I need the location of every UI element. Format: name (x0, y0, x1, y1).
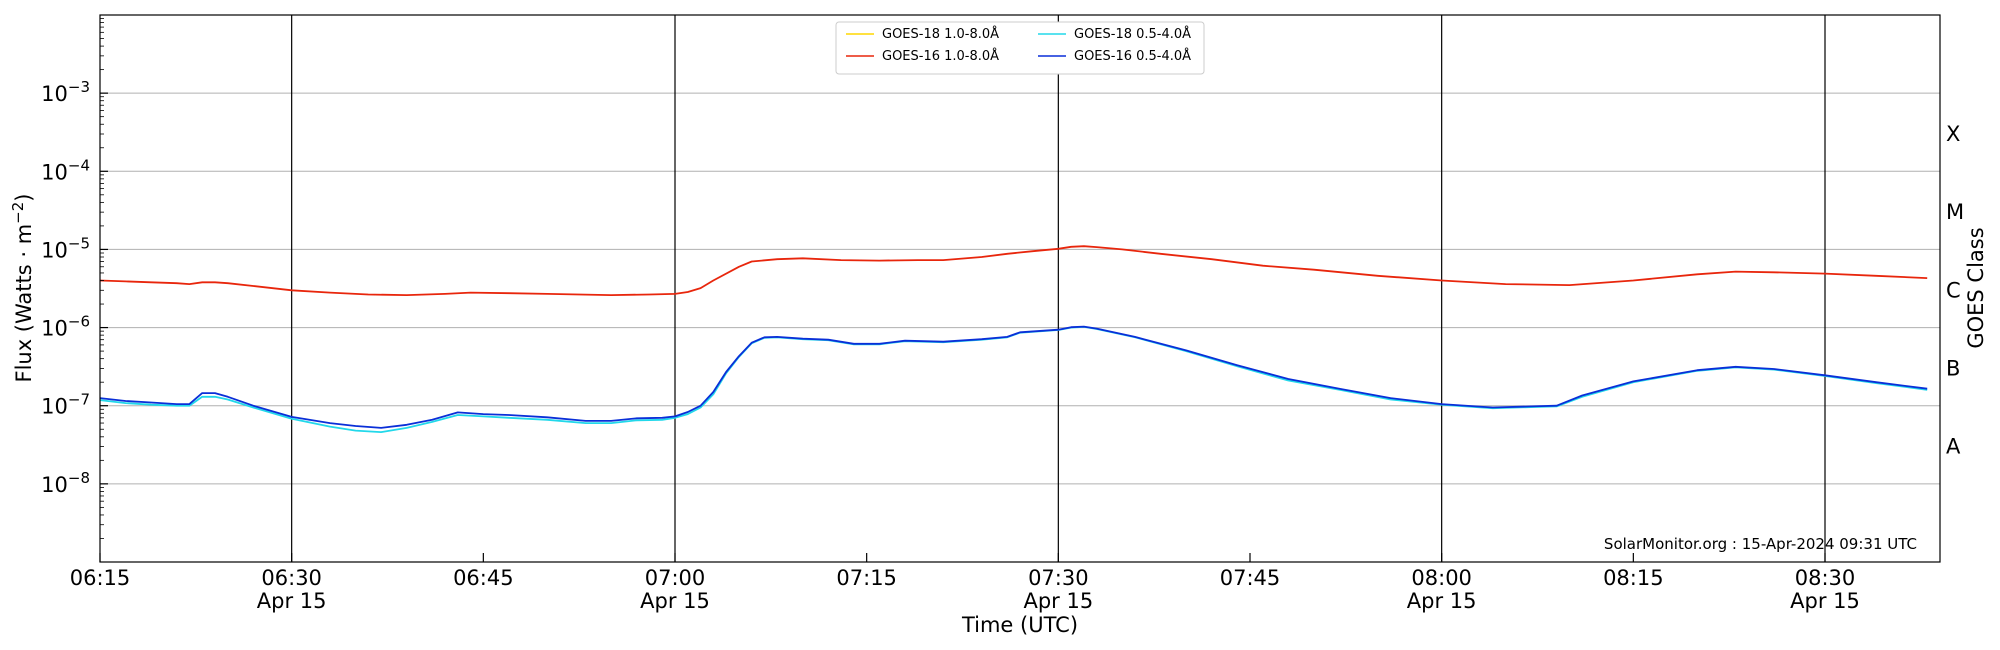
y-tick-label: 10−4 (41, 156, 90, 184)
y-axis-label: Flux (Watts · m−2) (9, 193, 36, 382)
y-axis-ticks: 10−8 10−7 10−6 10−5 10−4 10−3 (41, 18, 108, 539)
vertical-day-lines (291, 15, 1826, 562)
legend: GOES-18 1.0-8.0Å GOES-16 1.0-8.0Å GOES-18 … (835, 21, 1205, 75)
grid-layer (100, 92, 1940, 485)
y-tick-label: 10−6 (41, 313, 90, 341)
x-tick-label: 08:00 (1411, 566, 1472, 590)
x-tick-label: 07:30 (1028, 566, 1089, 590)
goes-class-label: B (1946, 356, 1960, 380)
x-tick-date-label: Apr 15 (1023, 589, 1093, 613)
x-tick-date-label: Apr 15 (1407, 589, 1477, 613)
goes-class-label: X (1946, 122, 1960, 146)
series-line (99, 245, 1928, 296)
goes-class-labels: A B C M X (1946, 122, 1964, 459)
goes-class-axis-label: GOES Class (1964, 227, 1988, 348)
x-tick-label: 07:45 (1220, 566, 1281, 590)
y-tick-label: 10−3 (41, 78, 90, 106)
legend-box (835, 21, 1205, 75)
x-tick-label: 07:15 (836, 566, 897, 590)
goes-class-label: A (1946, 435, 1961, 459)
x-tick-label: 06:30 (261, 566, 322, 590)
y-tick-label: 10−8 (41, 469, 90, 497)
y-tick-label: 10−5 (41, 234, 90, 262)
credit-text: SolarMonitor.org : 15-Apr-2024 09:31 UTC (1604, 535, 1917, 553)
series-line (99, 325, 1928, 429)
x-tick-date-label: Apr 15 (257, 589, 327, 613)
y-tick-label: 10−7 (41, 391, 90, 419)
x-tick-label: 07:00 (645, 566, 706, 590)
legend-label: GOES-18 1.0-8.0Å (882, 26, 999, 42)
x-tick-label: 08:30 (1795, 566, 1856, 590)
x-tick-date-label: Apr 15 (1790, 589, 1860, 613)
x-axis-label: Time (UTC) (961, 613, 1078, 637)
goes-class-label: M (1946, 200, 1964, 224)
x-tick-label: 08:15 (1603, 566, 1664, 590)
x-tick-date-label: Apr 15 (640, 589, 710, 613)
series-layer (99, 245, 1928, 433)
legend-label: GOES-16 1.0-8.0Å (882, 48, 999, 64)
plot-frame (99, 14, 1941, 563)
x-tick-label: 06:15 (70, 566, 131, 590)
x-tick-label: 06:45 (453, 566, 514, 590)
legend-label: GOES-16 0.5-4.0Å (1074, 48, 1191, 64)
goes-class-label: C (1946, 278, 1961, 302)
legend-label: GOES-18 0.5-4.0Å (1074, 26, 1191, 42)
